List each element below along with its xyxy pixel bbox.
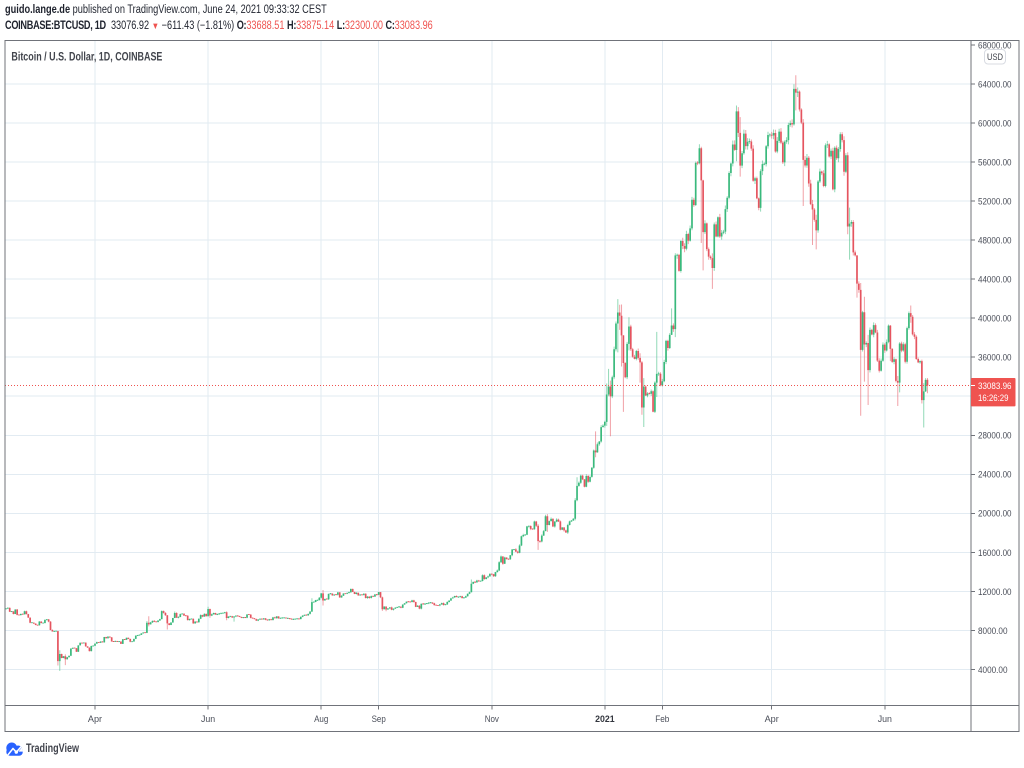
svg-text:64000.00: 64000.00 [978,79,1012,90]
svg-text:68000.00: 68000.00 [978,40,1012,51]
svg-text:2021: 2021 [595,714,615,725]
svg-text:48000.00: 48000.00 [978,236,1012,247]
svg-text:60000.00: 60000.00 [978,118,1012,129]
svg-text:Apr: Apr [88,714,103,725]
svg-text:Sep: Sep [372,714,386,725]
svg-text:20000.00: 20000.00 [978,509,1012,520]
svg-text:28000.00: 28000.00 [978,431,1012,442]
svg-text:40000.00: 40000.00 [978,314,1012,325]
svg-text:Jun: Jun [201,714,215,725]
svg-text:24000.00: 24000.00 [978,470,1012,481]
svg-text:56000.00: 56000.00 [978,157,1012,168]
svg-text:36000.00: 36000.00 [978,353,1012,364]
svg-text:4000.00: 4000.00 [978,665,1008,676]
svg-text:8000.00: 8000.00 [978,626,1008,637]
svg-text:Nov: Nov [485,714,499,725]
svg-text:16000.00: 16000.00 [978,548,1012,559]
svg-text:52000.00: 52000.00 [978,197,1012,208]
svg-text:Apr: Apr [765,714,780,725]
svg-text:Aug: Aug [314,714,328,725]
svg-text:12000.00: 12000.00 [978,587,1012,598]
svg-text:33083.96: 33083.96 [978,381,1012,392]
svg-text:Feb: Feb [655,714,669,725]
svg-text:USD: USD [987,52,1003,63]
svg-text:Jun: Jun [878,714,892,725]
svg-text:Bitcoin / U.S. Dollar, 1D, COI: Bitcoin / U.S. Dollar, 1D, COINBASE [11,52,162,64]
svg-text:16:26:29: 16:26:29 [978,393,1009,404]
svg-text:44000.00: 44000.00 [978,275,1012,286]
